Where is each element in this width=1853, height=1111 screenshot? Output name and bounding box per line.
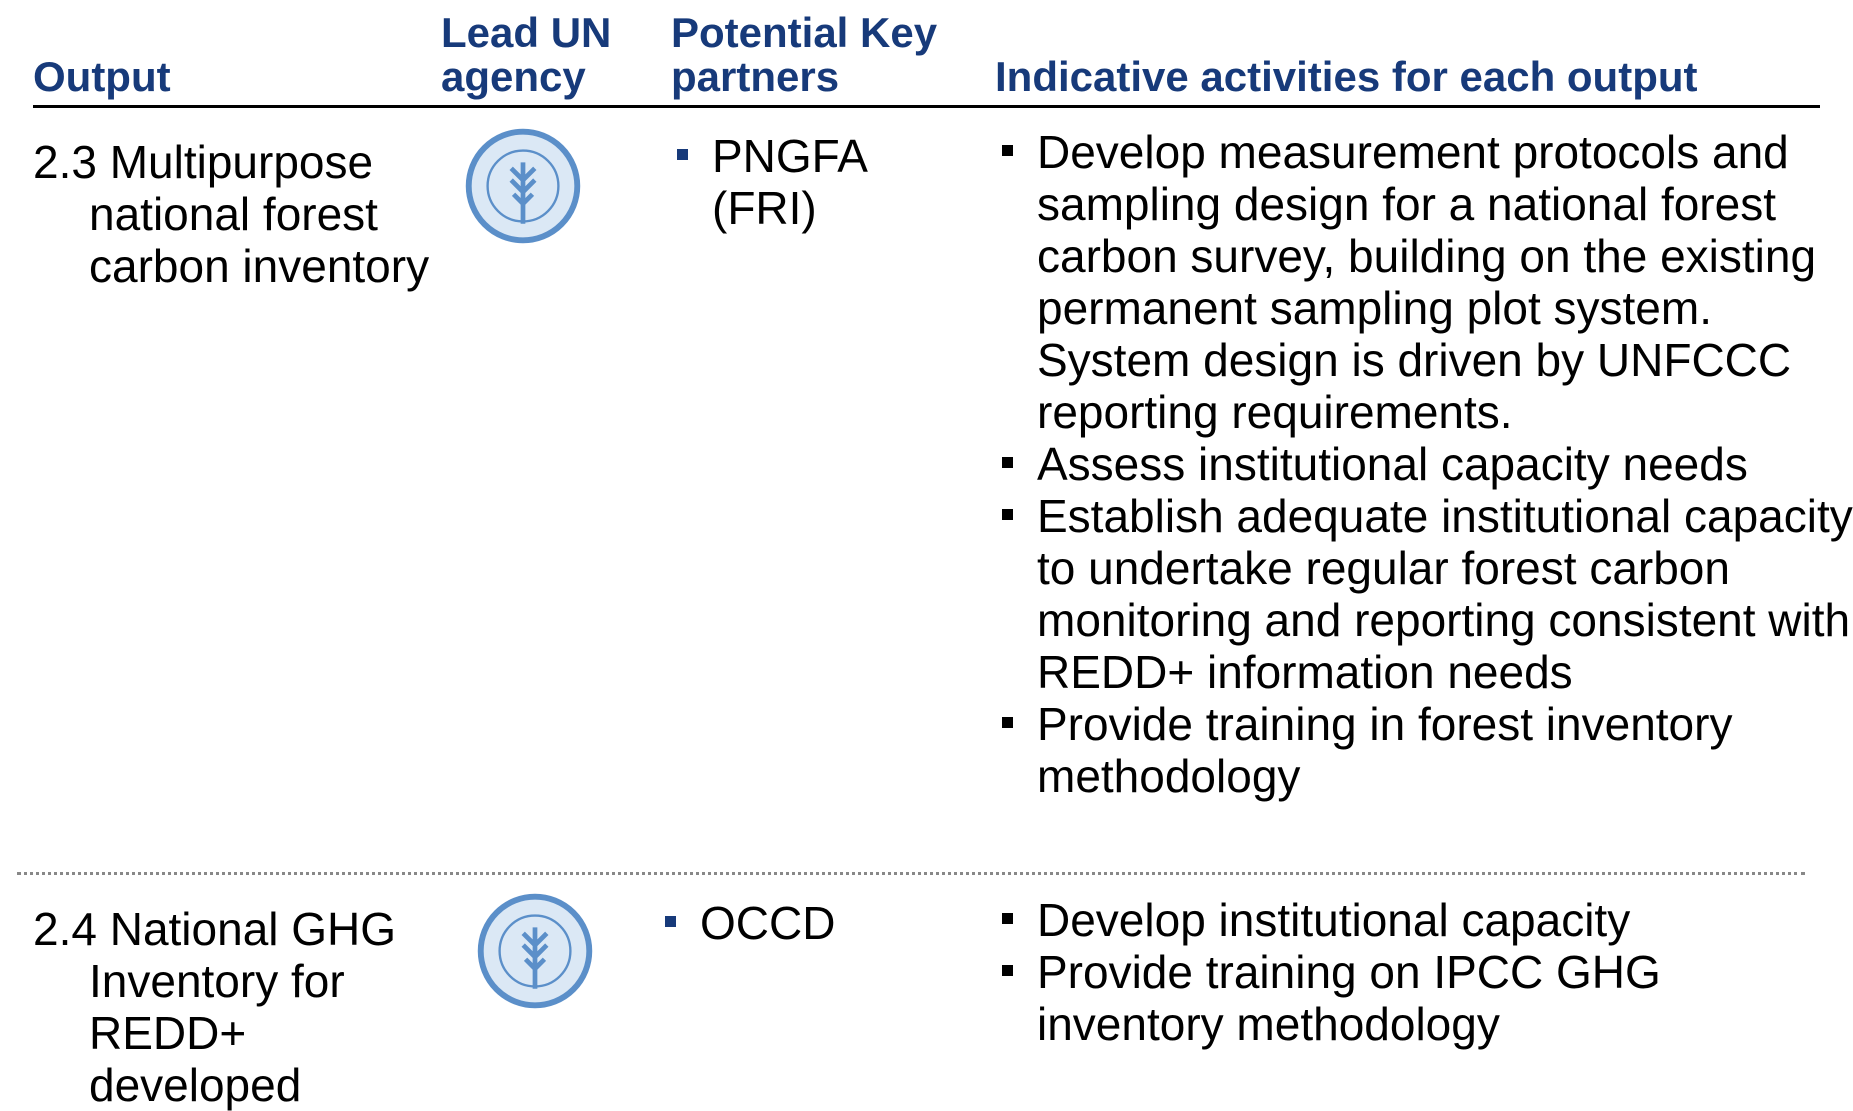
output-text: 2.3 Multipurpose national forest carbon … (33, 136, 430, 292)
header-partners: Potential Key partners (671, 9, 938, 100)
fao-logo (477, 893, 593, 1009)
header-agency: Lead UN agency (441, 9, 612, 100)
output-text: 2.4 National GHG Inventory for REDD+ dev… (33, 903, 397, 1111)
row-separator (17, 872, 1805, 875)
header-output: Output (33, 53, 171, 100)
list-item: Provide training on IPCC GHG inventory m… (999, 946, 1853, 1050)
fao-logo (465, 128, 581, 244)
list-item: Establish adequate institutional capacit… (999, 490, 1853, 698)
header-activities: Indicative activities for each output (995, 53, 1698, 100)
list-item: Assess institutional capacity needs (999, 438, 1853, 490)
list-item: Provide training in forest inventory met… (999, 698, 1853, 802)
partners-list: PNGFA (FRI) (674, 130, 874, 234)
list-item: OCCD (662, 897, 912, 949)
partners-list: OCCD (662, 897, 912, 949)
activities-list: Develop institutional capacity Provide tr… (999, 894, 1853, 1050)
header-rule (33, 105, 1820, 108)
list-item: Develop institutional capacity (999, 894, 1853, 946)
list-item: Develop measurement protocols and sampli… (999, 126, 1853, 438)
activities-list: Develop measurement protocols and sampli… (999, 126, 1853, 802)
list-item: PNGFA (FRI) (674, 130, 874, 234)
